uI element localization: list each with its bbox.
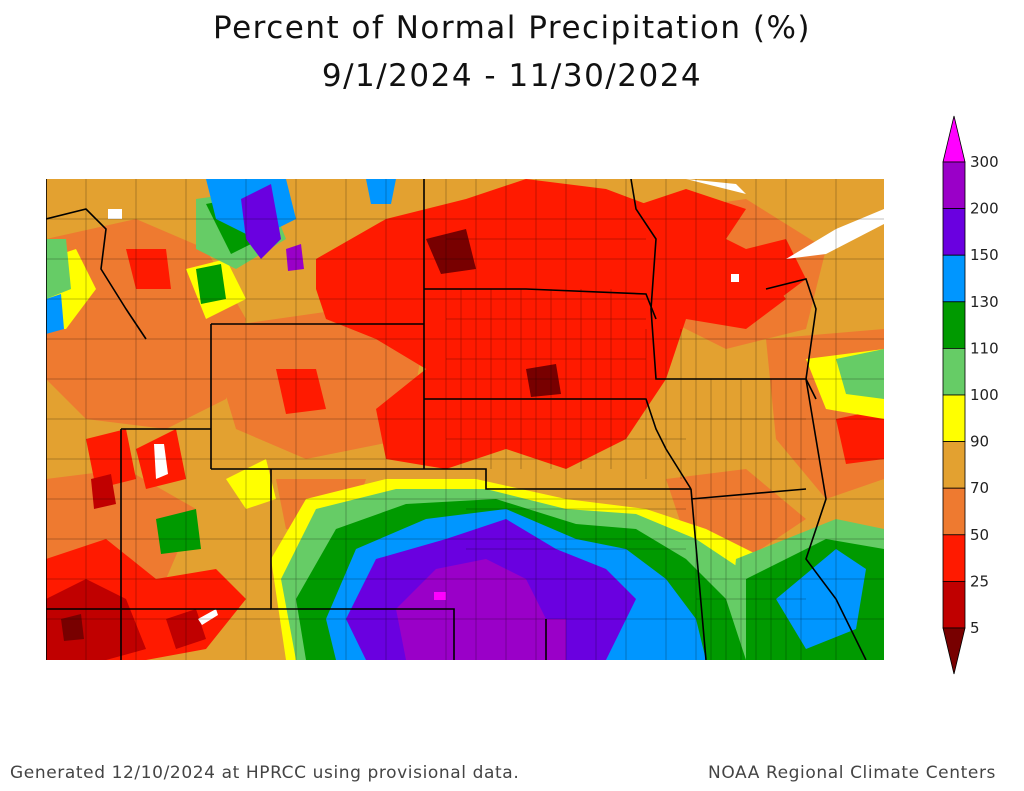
- legend-swatch-over-300: [942, 115, 966, 163]
- legend-swatch-5-25: [942, 580, 966, 629]
- legend-swatch-110-130: [942, 301, 966, 349]
- legend-swatch-under-5: [942, 627, 966, 675]
- color-scale-legend: 300 200 150 130 110 100 90 70 50 25 5: [942, 115, 999, 675]
- zone-under-5: [61, 229, 561, 641]
- legend-swatch-90-100: [942, 394, 966, 442]
- legend-label: 110: [970, 339, 999, 357]
- legend-swatch-100-110: [942, 347, 966, 396]
- legend-swatch-70-90: [942, 441, 966, 489]
- precipitation-map: [46, 179, 884, 660]
- legend-label: 150: [970, 246, 999, 264]
- legend-swatch-130-150: [942, 254, 966, 303]
- legend-label: 100: [970, 386, 999, 404]
- county-lines: [46, 179, 884, 660]
- zone-over-300: [434, 592, 446, 600]
- legend-swatch-200-300: [942, 161, 966, 209]
- legend-label: 300: [970, 153, 999, 171]
- legend-label: 25: [970, 572, 989, 590]
- legend-swatch-25-50: [942, 534, 966, 582]
- source-credit: NOAA Regional Climate Centers: [708, 763, 996, 783]
- map-title: Percent of Normal Precipitation (%): [212, 10, 811, 46]
- legend-label: 90: [970, 433, 989, 451]
- legend-label: 50: [970, 526, 989, 544]
- date-range-subtitle: 9/1/2024 - 11/30/2024: [321, 58, 703, 94]
- legend-label: 130: [970, 293, 999, 311]
- legend-swatch-50-70: [942, 487, 966, 536]
- legend-label: 5: [970, 619, 980, 637]
- legend-label: 70: [970, 479, 989, 497]
- legend-swatch-150-200: [942, 208, 966, 256]
- legend-label: 200: [970, 200, 999, 218]
- lakes: [108, 179, 884, 625]
- generated-note: Generated 12/10/2024 at HPRCC using prov…: [10, 763, 520, 783]
